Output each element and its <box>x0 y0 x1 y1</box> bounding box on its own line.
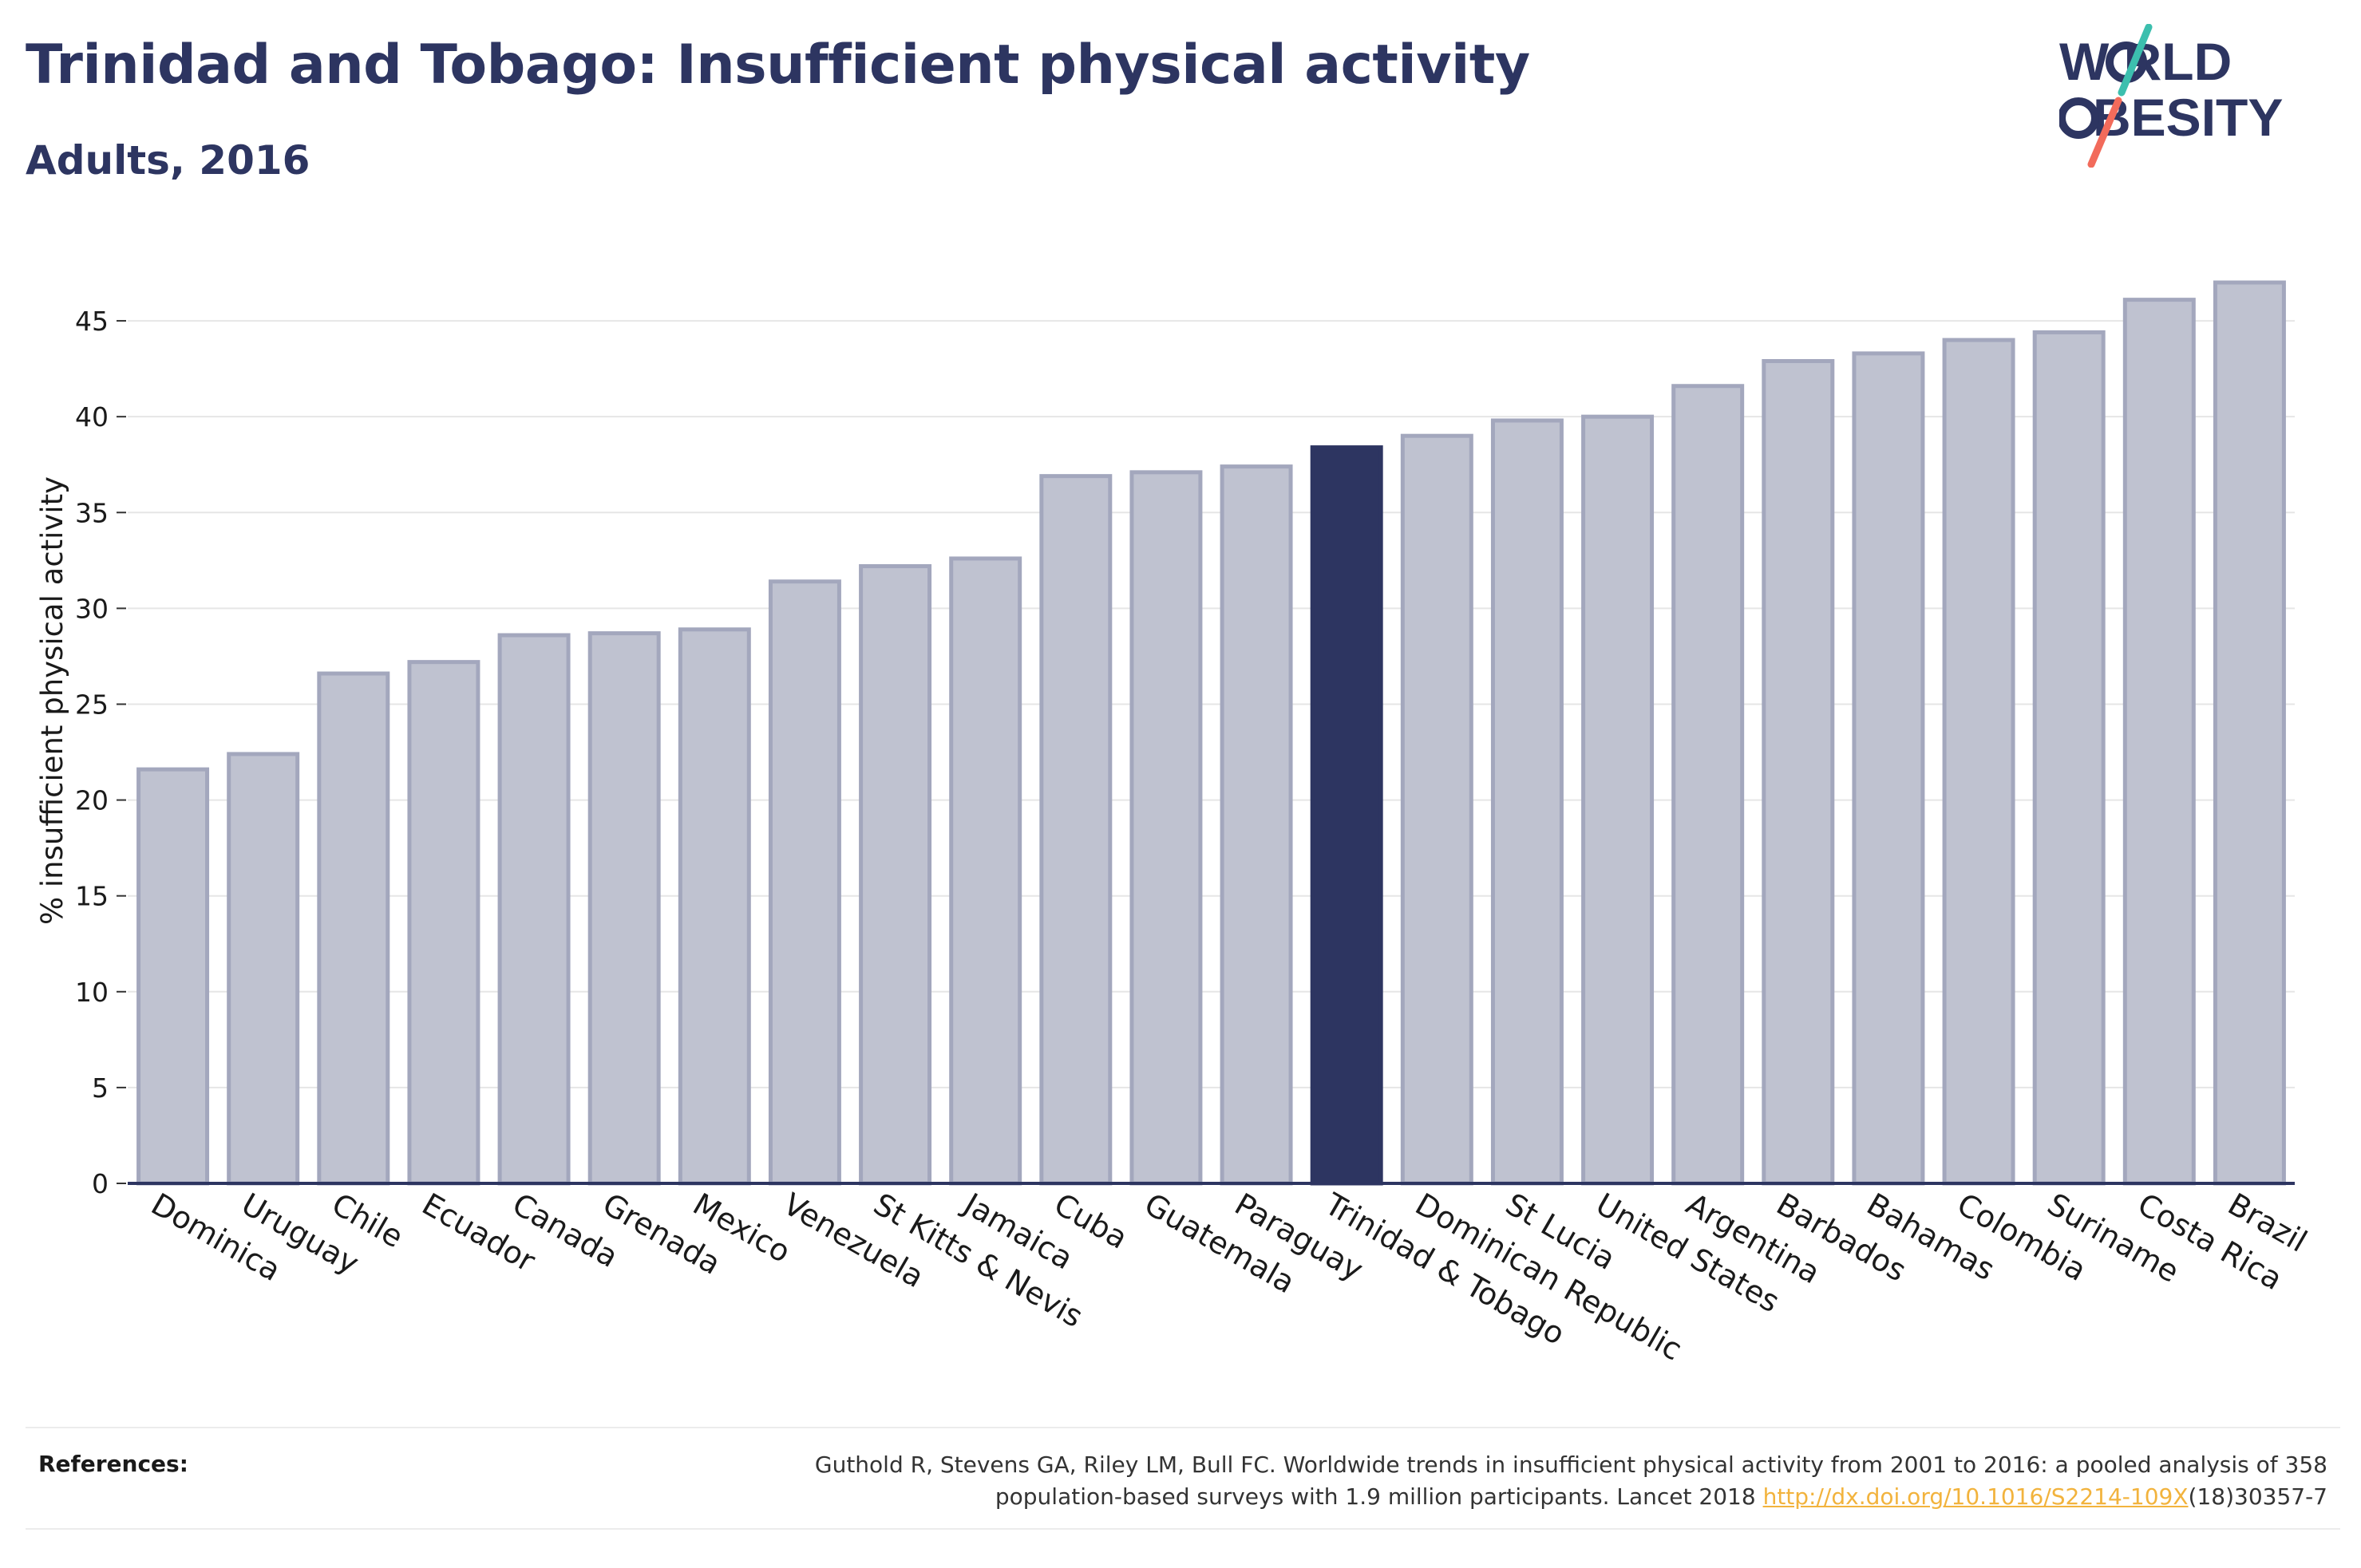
bar-argentina[interactable] <box>1671 384 1745 1186</box>
bar-barbados[interactable] <box>1762 359 1835 1186</box>
bar-paraguay[interactable] <box>1220 464 1293 1186</box>
bar-colombia[interactable] <box>1942 338 2015 1186</box>
bar-venezuela[interactable] <box>768 579 841 1186</box>
bar-uruguay[interactable] <box>227 752 300 1186</box>
bar-dominica[interactable] <box>136 767 210 1186</box>
references-label: References: <box>38 1451 188 1477</box>
bar-mexico[interactable] <box>678 627 751 1186</box>
bar-united-states[interactable] <box>1581 414 1655 1186</box>
y-tick-label: 10 <box>75 977 109 1008</box>
page-subtitle: Adults, 2016 <box>26 137 310 184</box>
reference-line-2-end: (18)30357-7 <box>2188 1483 2327 1510</box>
logo-slash-coral <box>2087 97 2122 168</box>
bar-costa-rica[interactable] <box>2122 298 2196 1186</box>
y-tick-label: 25 <box>75 689 109 720</box>
bar-grenada[interactable] <box>587 631 661 1186</box>
y-tick-label: 30 <box>75 593 109 624</box>
y-axis-label: % insufficient physical activity <box>35 476 69 925</box>
bar-guatemala[interactable] <box>1129 470 1203 1186</box>
reference-doi-link[interactable]: http://dx.doi.org/10.1016/S2214-109X <box>1762 1483 2189 1510</box>
y-tick-label: 45 <box>75 306 109 337</box>
logo-word-obesity: BESITY <box>2093 88 2283 147</box>
world-obesity-logo: W RLD BESITY <box>2059 24 2283 168</box>
logo-letter-o-bottom <box>2059 97 2099 139</box>
bar-suriname[interactable] <box>2032 330 2106 1186</box>
logo-slash-teal <box>2118 24 2153 97</box>
y-tick-label: 0 <box>92 1168 109 1199</box>
references-section: References: Guthold R, Stevens GA, Riley… <box>26 1427 2340 1530</box>
y-tick-label: 20 <box>75 785 109 816</box>
bar-dominican-republic[interactable] <box>1400 433 1473 1186</box>
bar-st-lucia[interactable] <box>1490 418 1564 1186</box>
y-tick-label: 40 <box>75 401 109 432</box>
bar-st-kitts-nevis[interactable] <box>859 564 932 1186</box>
bar-jamaica[interactable] <box>949 556 1022 1186</box>
bar-chile[interactable] <box>317 671 390 1186</box>
gridlines <box>117 320 2295 1184</box>
y-tick-label: 35 <box>75 497 109 528</box>
bars <box>136 280 2286 1186</box>
bar-cuba[interactable] <box>1039 474 1113 1186</box>
references-text: Guthold R, Stevens GA, Riley LM, Bull FC… <box>571 1449 2327 1513</box>
bar-brazil[interactable] <box>2213 280 2286 1186</box>
bar-trinidad-tobago[interactable] <box>1310 445 1383 1186</box>
reference-line-1: Guthold R, Stevens GA, Riley LM, Bull FC… <box>814 1451 2327 1478</box>
bar-canada[interactable] <box>497 633 571 1186</box>
y-tick-label: 15 <box>75 881 109 912</box>
bar-ecuador[interactable] <box>407 660 481 1186</box>
reference-line-2: population-based surveys with 1.9 millio… <box>995 1483 1763 1510</box>
y-tick-label: 5 <box>92 1072 109 1104</box>
page-title: Trinidad and Tobago: Insufficient physic… <box>26 34 1530 97</box>
bar-bahamas[interactable] <box>1852 351 1925 1186</box>
